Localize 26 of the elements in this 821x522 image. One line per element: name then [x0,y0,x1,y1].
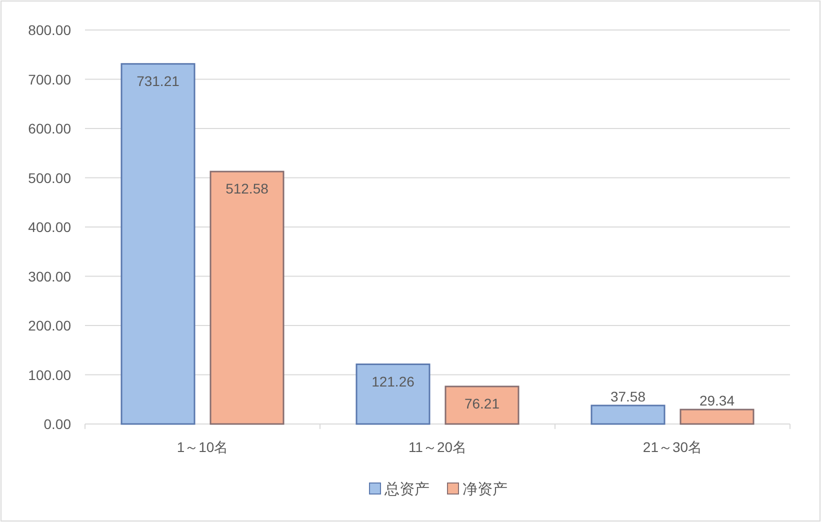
bar [680,408,754,425]
x-tick-label: 21～30名 [642,439,702,455]
legend-label: 净资产 [462,481,508,498]
y-tick-label: 0.00 [44,416,72,432]
y-tick-label: 200.00 [28,318,72,334]
data-label: 37.58 [610,388,646,404]
data-label: 121.26 [372,373,415,390]
y-tick-label: 600.00 [28,120,72,136]
bar [444,386,520,425]
y-tick-label: 800.00 [28,22,72,38]
data-label: 76.21 [464,395,500,412]
y-tick-label: 700.00 [28,71,72,88]
x-tick-label: 11～20名 [408,439,467,455]
x-tick-label: 1～10名 [176,439,228,455]
bar [590,404,666,425]
y-tick-label: 400.00 [28,219,72,235]
y-tick-label: 100.00 [28,366,72,383]
bar [356,364,430,425]
bar [210,170,284,425]
data-label: 512.58 [226,180,269,197]
data-label: 29.34 [699,392,735,409]
legend-label: 总资产 [384,481,430,498]
y-tick-label: 300.00 [28,268,72,284]
bar [120,63,196,425]
data-label: 731.21 [136,72,180,89]
y-tick-label: 500.00 [28,170,72,186]
